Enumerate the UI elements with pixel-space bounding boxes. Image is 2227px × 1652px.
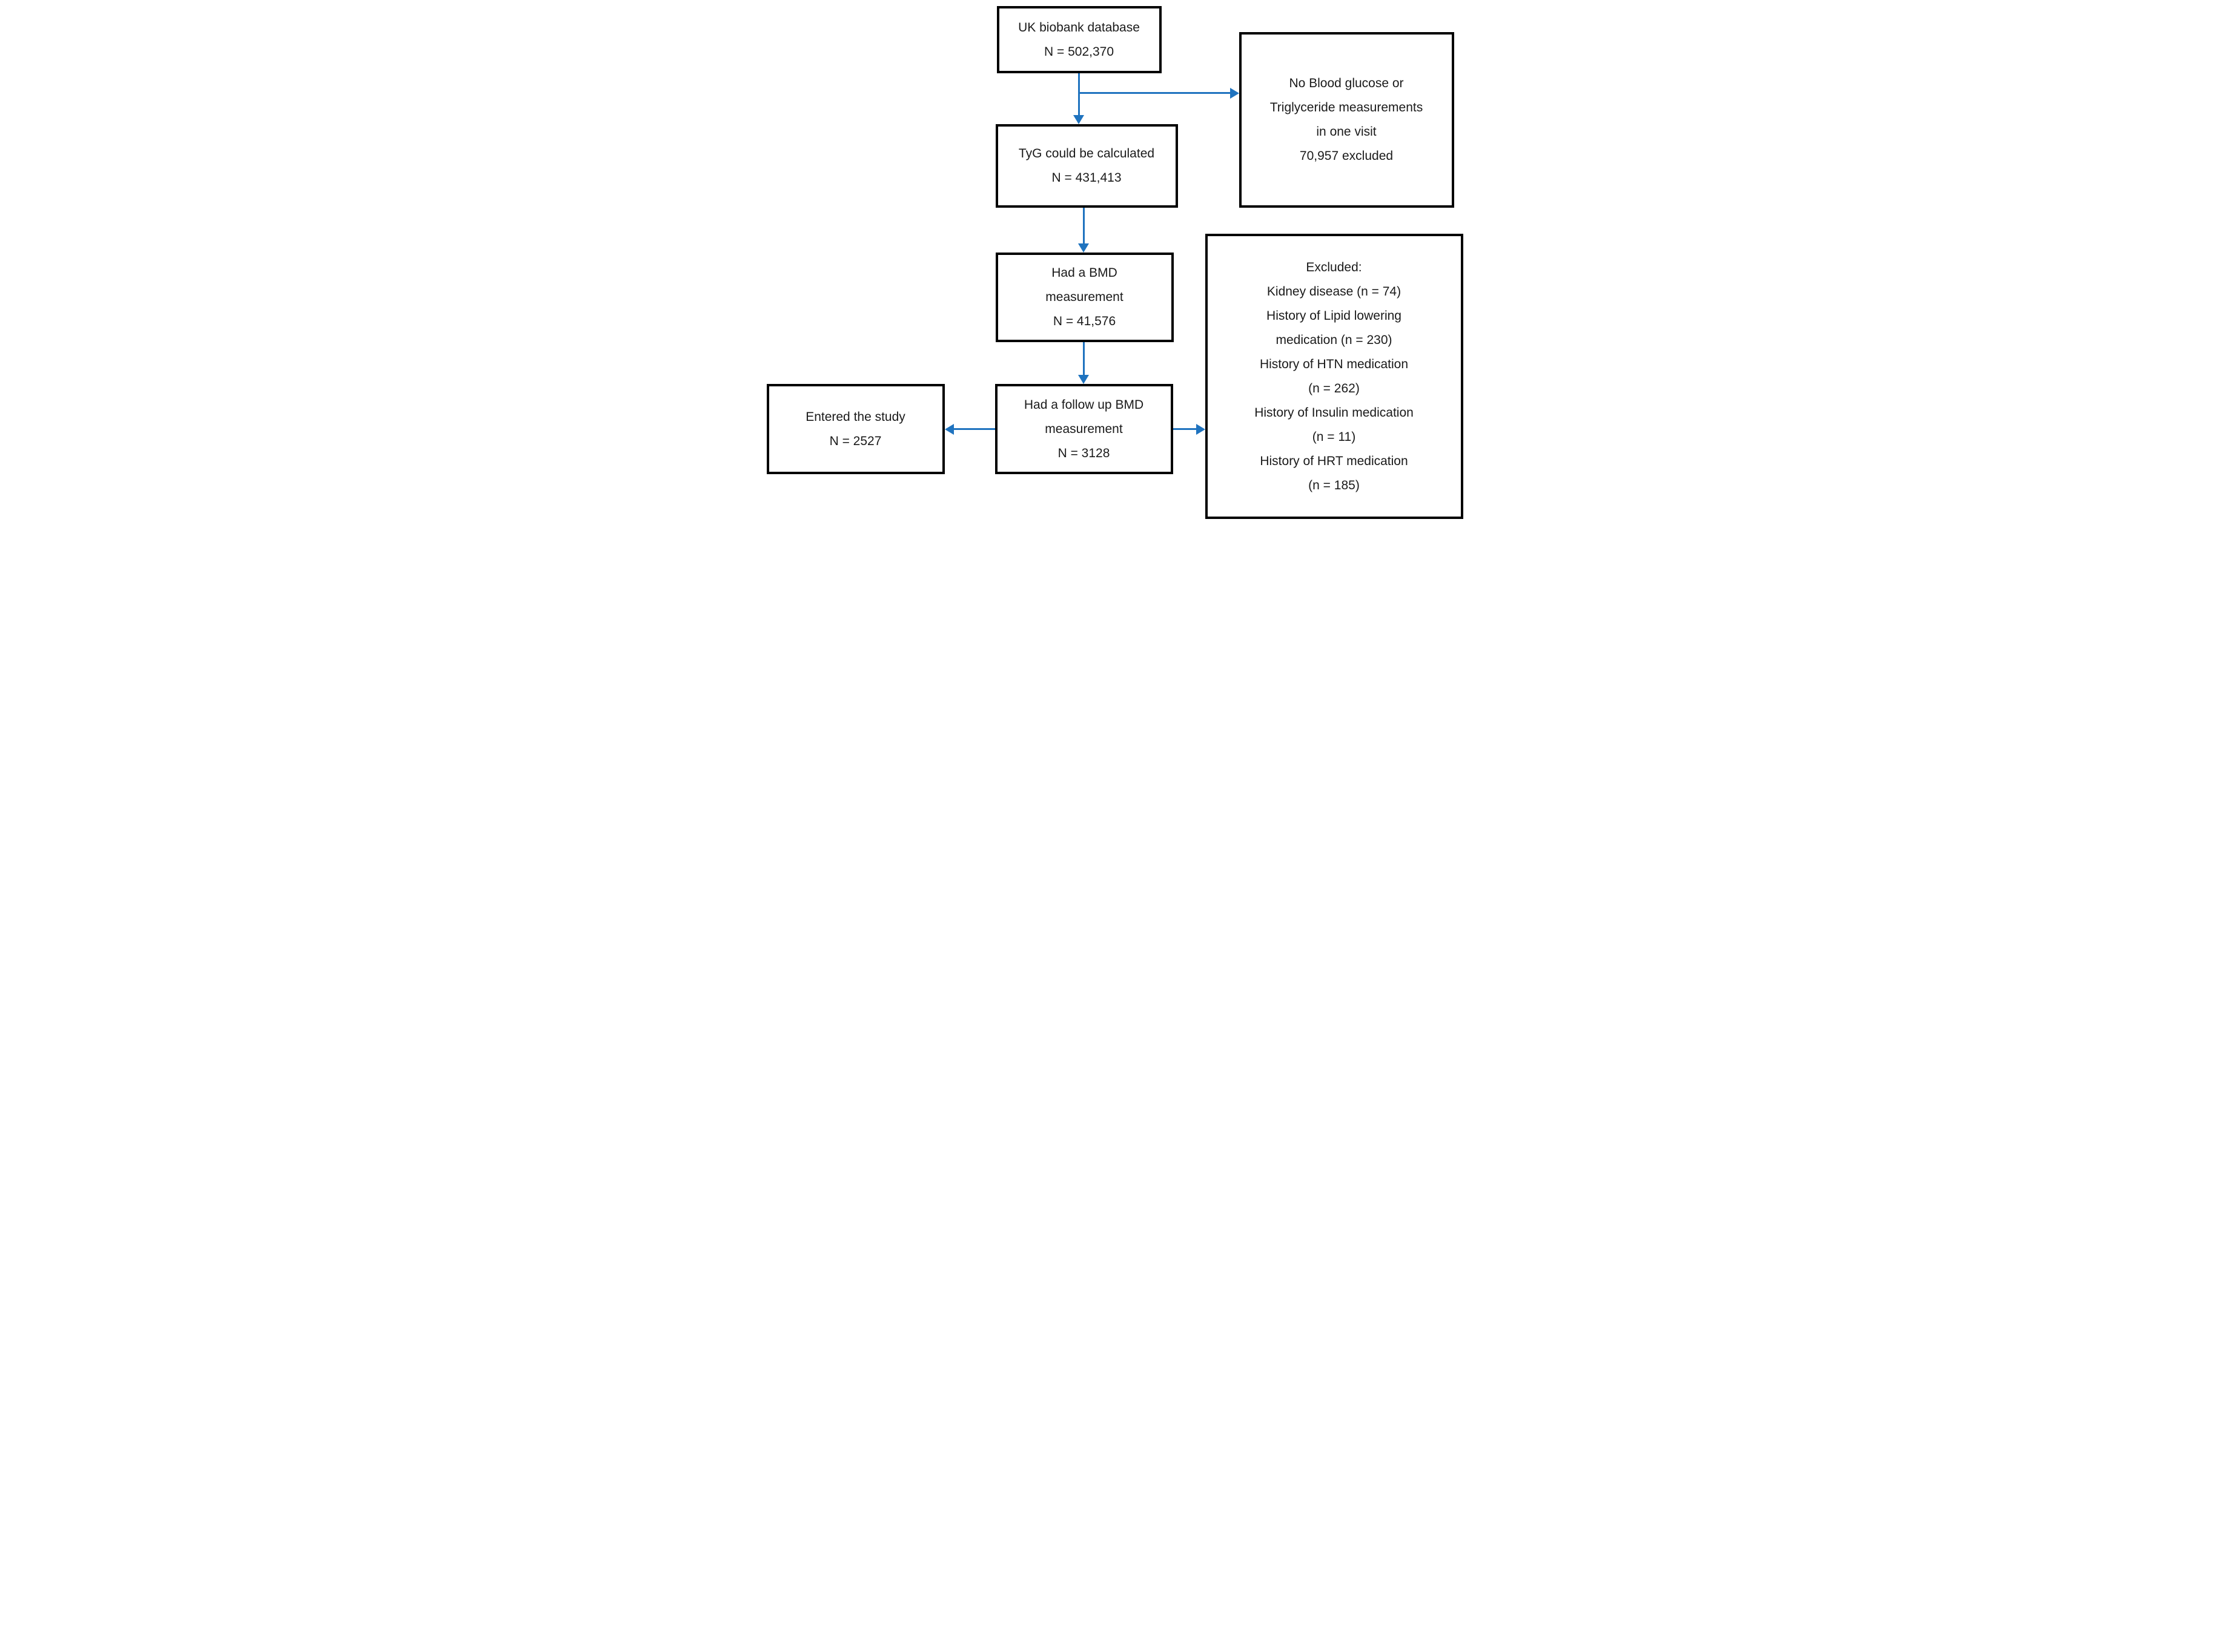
box-exclusion-medical-history: Excluded: Kidney disease (n = 74) Histor… [1205, 234, 1463, 519]
box-tyg-calculated: TyG could be calculated N = 431,413 [995, 124, 1178, 208]
box-text-line: History of Lipid lowering [1266, 308, 1401, 323]
box-uk-biobank-database: UK biobank database N = 502,370 [996, 6, 1162, 73]
arrow-followup-to-entered-line [952, 428, 995, 430]
box-text-line: UK biobank database [1018, 20, 1140, 35]
box-text-line: measurement [1045, 290, 1123, 304]
box-count-line: N = 2527 [829, 434, 882, 448]
box-count-line: N = 41,576 [1053, 314, 1116, 328]
box-followup-bmd-measurement: Had a follow up BMD measurement N = 3128 [994, 384, 1173, 474]
box-text-line: No Blood glucose or [1289, 76, 1404, 90]
box-text-line: (n = 11) [1312, 429, 1356, 444]
box-text-line: medication (n = 230) [1276, 332, 1392, 347]
box-count-line: N = 3128 [1057, 446, 1110, 460]
box-text-line: Triglyceride measurements [1269, 101, 1423, 114]
box-text-line: Had a follow up BMD [1024, 397, 1144, 412]
arrow-down-icon [1073, 115, 1084, 124]
box-text-line: History of HTN medication [1259, 357, 1409, 371]
box-text-line: in one visit [1316, 125, 1377, 139]
box-text-line: (n = 185) [1308, 478, 1360, 492]
flowchart-canvas: UK biobank database N = 502,370 TyG coul… [762, 0, 1465, 521]
arrow-followup-to-excluded-line [1173, 428, 1197, 430]
arrow-right-icon [1196, 424, 1205, 435]
box-entered-the-study: Entered the study N = 2527 [766, 384, 945, 474]
arrow-branch-to-exclusion-line [1077, 92, 1231, 94]
box-count-line: N = 502,370 [1044, 44, 1114, 59]
box-text-line: Had a BMD [1051, 266, 1117, 280]
arrow-right-icon [1229, 88, 1239, 99]
arrow-down-icon [1077, 375, 1089, 384]
arrow-tyg-to-bmd-line [1082, 208, 1085, 245]
box-exclusion-no-glucose-triglyceride: No Blood glucose or Triglyceride measure… [1239, 32, 1454, 208]
box-text-line: Entered the study [806, 409, 905, 424]
box-text-line: TyG could be calculated [1018, 147, 1155, 160]
arrow-down-icon [1077, 243, 1089, 253]
box-text-line: Kidney disease (n = 74) [1266, 284, 1401, 299]
arrow-left-icon [944, 424, 954, 435]
box-heading-line: Excluded: [1306, 260, 1362, 274]
box-text-line: measurement [1045, 421, 1123, 436]
box-count-line: N = 431,413 [1051, 171, 1122, 185]
box-text-line: History of Insulin medication [1254, 405, 1414, 420]
box-bmd-measurement: Had a BMD measurement N = 41,576 [995, 253, 1174, 342]
arrow-bmd-to-followup-line [1082, 342, 1085, 376]
box-count-line: 70,957 excluded [1299, 149, 1394, 163]
arrow-uk-to-tyg-line [1077, 73, 1080, 116]
box-text-line: History of HRT medication [1260, 454, 1408, 468]
box-text-line: (n = 262) [1308, 381, 1360, 395]
